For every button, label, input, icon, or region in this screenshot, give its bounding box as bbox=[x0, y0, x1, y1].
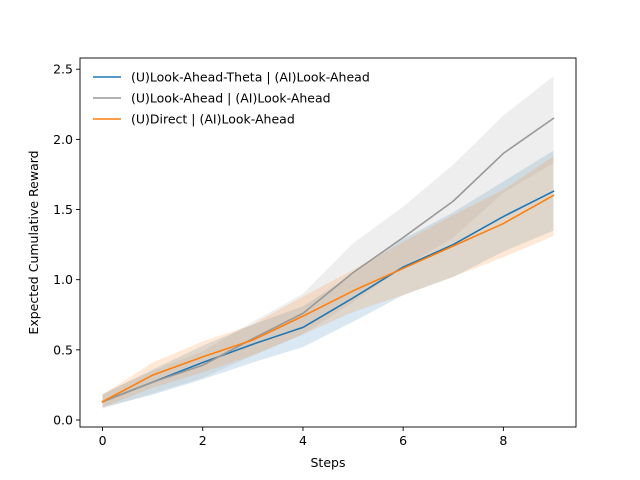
y-axis-ticks: 0.0 0.5 1.0 1.5 2.0 2.5 bbox=[53, 62, 80, 427]
legend-label-1: (U)Look-Ahead-Theta | (AI)Look-Ahead bbox=[131, 70, 370, 85]
x-tick-label: 0 bbox=[99, 433, 107, 448]
legend-label-2: (U)Look-Ahead | (AI)Look-Ahead bbox=[131, 91, 331, 106]
series-3-line bbox=[101, 194, 555, 403]
y-tick-label: 2.0 bbox=[53, 132, 73, 147]
legend-label-3: (U)Direct | (AI)Look-Ahead bbox=[131, 112, 295, 127]
legend: (U)Look-Ahead-Theta | (AI)Look-Ahead (U)L… bbox=[93, 70, 370, 127]
x-tick-label: 4 bbox=[299, 433, 307, 448]
y-tick-label: 2.5 bbox=[53, 62, 73, 77]
x-axis-title: Steps bbox=[311, 455, 346, 470]
series-2-band bbox=[102, 76, 554, 409]
series-1-band bbox=[102, 150, 554, 408]
y-tick-label: 1.5 bbox=[53, 202, 73, 217]
confidence-bands bbox=[102, 76, 554, 409]
series-2-line bbox=[101, 117, 555, 403]
y-tick-label: 0.5 bbox=[53, 342, 73, 357]
series-lines bbox=[101, 117, 555, 403]
x-tick-label: 2 bbox=[199, 433, 207, 448]
plot-area-frame bbox=[79, 57, 577, 428]
series-1-line bbox=[101, 190, 555, 403]
y-tick-label: 1.0 bbox=[53, 272, 73, 287]
y-axis-title: Expected Cumulative Reward bbox=[26, 150, 41, 334]
series-3-band bbox=[102, 156, 554, 408]
x-tick-label: 8 bbox=[499, 433, 507, 448]
y-tick-label: 0.0 bbox=[53, 412, 73, 427]
x-tick-label: 6 bbox=[399, 433, 407, 448]
x-axis-ticks: 0 2 4 6 8 bbox=[99, 427, 507, 448]
